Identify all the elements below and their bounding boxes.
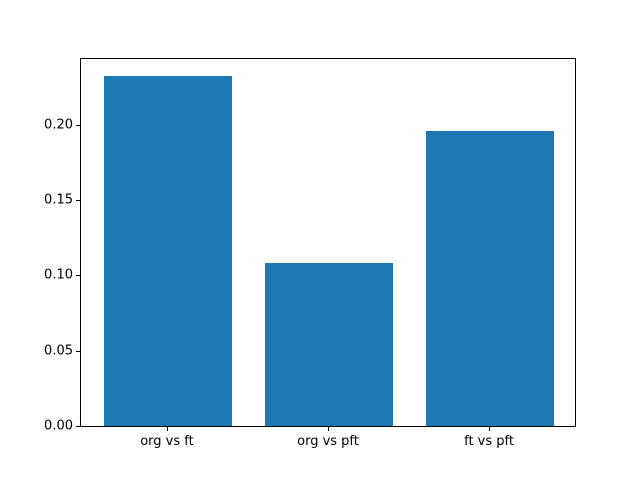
y-tick-label: 0.00	[44, 418, 73, 434]
y-tick-label: 0.15	[44, 192, 73, 208]
x-tick-label-ft-vs-pft: ft vs pft	[464, 434, 514, 449]
y-tick-mark	[76, 275, 80, 277]
plot-area	[80, 58, 576, 427]
x-tick-label-org-vs-ft: org vs ft	[140, 434, 194, 449]
y-tick-label: 0.05	[44, 343, 73, 359]
bar-org-vs-pft	[264, 263, 394, 426]
bar-ft-vs-pft	[425, 130, 555, 426]
y-tick-mark	[76, 124, 80, 126]
y-tick-mark	[76, 350, 80, 352]
y-tick-label: 0.20	[44, 117, 73, 133]
x-tick-label-org-vs-pft: org vs pft	[297, 434, 359, 449]
y-tick-label: 0.10	[44, 267, 73, 283]
x-tick-mark	[328, 427, 329, 431]
bar-org-vs-ft	[103, 76, 233, 426]
x-tick-mark	[166, 427, 168, 431]
y-tick-mark	[76, 426, 80, 427]
y-tick-mark	[76, 200, 80, 201]
x-tick-mark	[489, 427, 491, 431]
